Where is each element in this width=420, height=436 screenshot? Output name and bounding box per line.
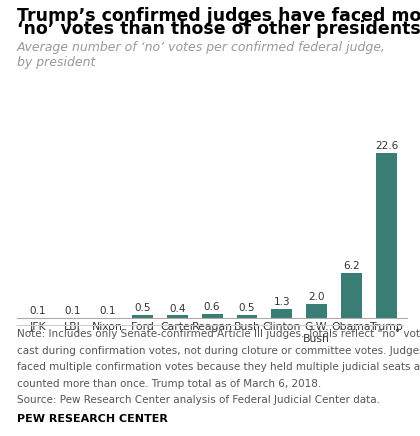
Text: 0.4: 0.4 [169, 303, 186, 313]
Text: 1.3: 1.3 [273, 297, 290, 307]
Text: 0.1: 0.1 [64, 306, 81, 316]
Bar [271, 309, 292, 318]
Text: PEW RESEARCH CENTER: PEW RESEARCH CENTER [17, 414, 168, 424]
Bar [132, 315, 153, 318]
Text: 6.2: 6.2 [343, 261, 360, 271]
Text: 0.5: 0.5 [134, 303, 151, 313]
Text: cast during confirmation votes, not during cloture or committee votes. Judges wh: cast during confirmation votes, not duri… [17, 346, 420, 356]
Text: Trump’s confirmed judges have faced more Senate: Trump’s confirmed judges have faced more… [17, 7, 420, 24]
Bar [341, 273, 362, 318]
Bar [236, 315, 257, 318]
Bar [167, 315, 188, 318]
Text: 0.5: 0.5 [239, 303, 255, 313]
Text: 0.1: 0.1 [99, 306, 116, 316]
Text: Average number of ‘no’ votes per confirmed federal judge,
by president: Average number of ‘no’ votes per confirm… [17, 41, 386, 69]
Text: Source: Pew Research Center analysis of Federal Judicial Center data.: Source: Pew Research Center analysis of … [17, 395, 380, 405]
Text: 0.1: 0.1 [29, 306, 46, 316]
Bar [376, 153, 397, 318]
Text: 2.0: 2.0 [308, 292, 325, 302]
Text: ‘no’ votes than those of other presidents: ‘no’ votes than those of other president… [17, 20, 420, 37]
Bar [202, 314, 223, 318]
Text: counted more than once. Trump total as of March 6, 2018.: counted more than once. Trump total as o… [17, 379, 321, 389]
Bar [306, 303, 327, 318]
Bar [97, 317, 118, 318]
Bar [27, 317, 48, 318]
Text: 0.6: 0.6 [204, 302, 220, 312]
Text: 22.6: 22.6 [375, 141, 398, 151]
Text: faced multiple confirmation votes because they held multiple judicial seats are: faced multiple confirmation votes becaus… [17, 362, 420, 372]
Text: Note: Includes only Senate-confirmed Article III judges. Totals reflect “no” vot: Note: Includes only Senate-confirmed Art… [17, 329, 420, 339]
Bar [62, 317, 83, 318]
